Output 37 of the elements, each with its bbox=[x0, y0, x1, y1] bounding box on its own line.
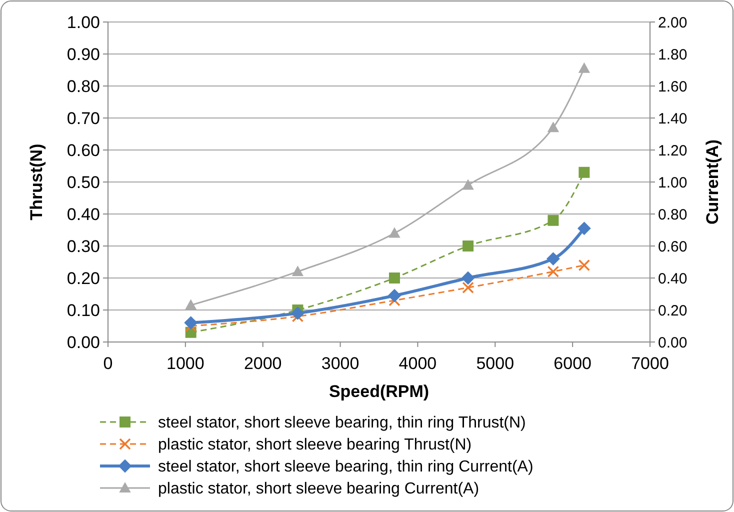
x-tick-label: 5000 bbox=[476, 354, 514, 373]
y-tick-label: 1.00 bbox=[66, 12, 100, 32]
y-tick-label: 0.40 bbox=[66, 204, 100, 224]
y2-tick-label: 0.00 bbox=[658, 334, 688, 352]
y2-tick-label: 0.80 bbox=[658, 206, 688, 224]
y-tick-label: 0.90 bbox=[66, 44, 100, 64]
y-axis-title: Thrust(N) bbox=[27, 144, 46, 220]
x-tick-label: 2000 bbox=[244, 354, 282, 373]
legend-label: steel stator, short sleeve bearing, thin ring Current(A) bbox=[158, 458, 534, 476]
y2-tick-label: 2.00 bbox=[658, 14, 688, 32]
y2-tick-label: 1.60 bbox=[658, 78, 688, 96]
y2-tick-label: 1.40 bbox=[658, 110, 688, 128]
legend-label: steel stator, short sleeve bearing, thin ring Thrust(N) bbox=[158, 414, 526, 432]
y-tick-label: 0.10 bbox=[66, 300, 100, 320]
y2-tick-label: 1.80 bbox=[658, 46, 688, 64]
y2-axis-title: Current(A) bbox=[703, 140, 722, 224]
y-tick-label: 0.30 bbox=[66, 236, 100, 256]
legend-label: plastic stator, short sleeve bearing Current(A) bbox=[158, 480, 480, 498]
y-tick-label: 0.00 bbox=[66, 332, 100, 352]
y-tick-label: 0.60 bbox=[66, 140, 100, 160]
y2-tick-label: 1.00 bbox=[658, 174, 688, 192]
y-tick-label: 0.50 bbox=[66, 172, 100, 192]
x-tick-label: 4000 bbox=[398, 354, 437, 373]
x-axis-title: Speed(RPM) bbox=[328, 382, 430, 401]
x-tick-label: 7000 bbox=[631, 354, 669, 373]
legend-label: plastic stator, short sleeve bearing Thrust(N) bbox=[158, 436, 472, 454]
y2-tick-label: 0.20 bbox=[658, 302, 688, 320]
x-tick-label: 1000 bbox=[166, 354, 204, 373]
x-tick-label: 0 bbox=[103, 354, 113, 373]
y-tick-label: 0.20 bbox=[66, 268, 100, 288]
x-tick-label: 3000 bbox=[321, 354, 360, 373]
x-tick-label: 6000 bbox=[554, 354, 592, 373]
y2-tick-label: 1.20 bbox=[658, 142, 688, 160]
y-tick-label: 0.80 bbox=[66, 76, 100, 96]
y-tick-label: 0.70 bbox=[66, 108, 100, 128]
y2-tick-label: 0.40 bbox=[658, 270, 688, 288]
y2-tick-label: 0.60 bbox=[658, 238, 688, 256]
